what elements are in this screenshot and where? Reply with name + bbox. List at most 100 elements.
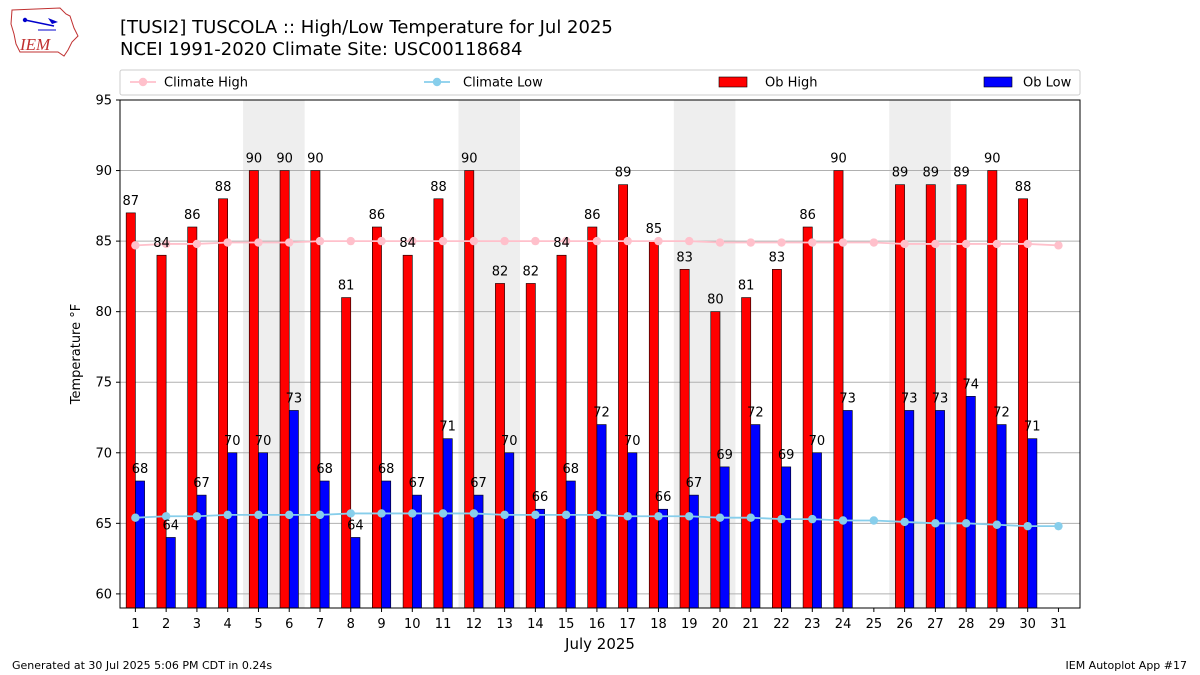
x-tick-label: 27	[927, 617, 944, 632]
x-tick-label: 7	[316, 617, 324, 632]
ob-low-label: 72	[993, 406, 1010, 421]
x-tick-label: 4	[224, 617, 232, 632]
ob-low-bar	[904, 410, 915, 609]
ob-high-label: 89	[953, 166, 970, 181]
climate-low-marker	[438, 509, 448, 518]
ob-high-bar	[218, 198, 228, 609]
ob-high-label: 87	[122, 194, 139, 209]
ob-low-label: 68	[132, 462, 149, 477]
ob-high-label: 82	[492, 264, 509, 279]
climate-low-marker	[192, 512, 202, 521]
climate-low-marker	[992, 520, 1002, 529]
ob-low-bar	[565, 480, 576, 609]
y-tick-label: 70	[95, 446, 112, 461]
ob-high-label: 90	[307, 152, 324, 167]
climate-high-marker	[685, 236, 694, 246]
x-tick-label: 18	[650, 617, 667, 632]
climate-high-marker	[1054, 241, 1063, 250]
ob-low-bar	[319, 480, 330, 609]
climate-high-marker	[592, 236, 602, 246]
legend-marker	[432, 77, 442, 87]
climate-high-marker	[192, 239, 202, 249]
legend-label: Ob High	[765, 76, 818, 91]
ob-high-bar	[833, 170, 844, 609]
ob-high-label: 84	[553, 236, 570, 251]
climate-high-marker	[992, 239, 1002, 249]
ob-high-bar	[525, 283, 536, 609]
x-tick-label: 14	[527, 617, 544, 632]
x-tick-label: 13	[496, 617, 513, 632]
climate-low-marker	[869, 516, 879, 525]
climate-high-marker	[377, 236, 386, 246]
climate-low-marker	[931, 519, 940, 528]
ob-high-label: 90	[276, 152, 293, 167]
ob-low-bar	[135, 480, 145, 609]
ob-low-bar	[935, 410, 945, 609]
ob-low-bar	[688, 494, 699, 609]
x-tick-label: 30	[1019, 617, 1036, 632]
x-tick-label: 23	[804, 617, 821, 632]
x-tick-label: 6	[285, 617, 293, 632]
y-tick-label: 85	[95, 235, 112, 250]
legend-label: Ob Low	[1023, 76, 1072, 91]
ob-low-bar	[350, 537, 361, 609]
ob-high-label: 86	[369, 208, 386, 223]
climate-low-marker	[315, 510, 325, 520]
ob-low-bar	[288, 410, 299, 609]
ob-low-label: 68	[562, 462, 579, 477]
ob-high-label: 85	[646, 222, 663, 237]
ob-high-label: 88	[215, 180, 232, 195]
ob-high-bar	[802, 226, 813, 609]
y-axis-label: Temperature °F	[69, 304, 84, 405]
ob-low-label: 67	[686, 476, 703, 491]
ob-low-bar	[812, 452, 822, 609]
climate-high-marker	[961, 239, 971, 249]
climate-high-marker	[438, 236, 448, 246]
ob-high-label: 83	[676, 250, 693, 265]
ob-low-bar	[658, 508, 668, 609]
legend-label: Climate Low	[463, 76, 543, 91]
ob-low-label: 64	[347, 518, 364, 533]
ob-high-bar	[341, 297, 352, 609]
x-tick-label: 20	[712, 617, 729, 632]
ob-low-label: 73	[932, 391, 949, 406]
ob-low-bar	[227, 452, 238, 609]
climate-high-marker	[623, 236, 632, 246]
x-tick-label: 5	[254, 617, 262, 632]
ob-low-label: 67	[470, 476, 487, 491]
ob-low-label: 73	[839, 391, 856, 406]
climate-high-marker	[254, 238, 263, 247]
iem-logo: IEM	[10, 7, 79, 57]
y-tick-label: 90	[95, 164, 112, 179]
plot-frame	[119, 99, 1081, 609]
ob-low-bar	[842, 410, 853, 609]
ob-high-bar	[741, 297, 752, 609]
y-tick-label: 80	[95, 305, 112, 320]
climate-high-marker	[223, 238, 232, 247]
climate-low-marker	[1054, 521, 1063, 531]
climate-high-marker	[838, 238, 848, 247]
ob-low-label: 73	[901, 391, 918, 406]
ob-low-label: 64	[162, 518, 179, 533]
climate-low-marker	[377, 509, 386, 518]
climate-high-marker	[561, 236, 571, 246]
legend-bar-swatch	[718, 76, 748, 88]
ob-high-bar	[372, 226, 382, 609]
climate-low-marker	[961, 519, 971, 528]
climate-high-marker	[285, 238, 294, 247]
climate-low-marker	[654, 512, 663, 521]
ob-high-bar	[956, 184, 967, 609]
climate-high-marker	[469, 236, 479, 246]
ob-low-label: 67	[409, 476, 426, 491]
climate-lines	[131, 236, 1063, 531]
climate-high-marker	[161, 239, 171, 249]
climate-low-marker	[531, 510, 540, 520]
ob-high-label: 80	[707, 293, 724, 308]
climate-low-marker	[900, 517, 909, 527]
ob-low-bar	[996, 424, 1007, 609]
ob-low-bar	[442, 438, 453, 609]
x-tick-label: 12	[466, 617, 483, 632]
generated-timestamp: Generated at 30 Jul 2025 5:06 PM CDT in …	[12, 659, 273, 672]
ob-low-label: 69	[778, 448, 795, 463]
